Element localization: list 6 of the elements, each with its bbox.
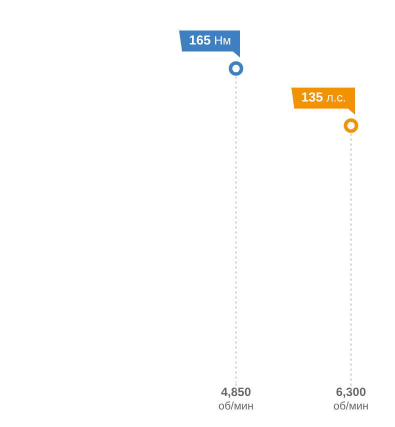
category-label: 6,300 bbox=[336, 385, 366, 400]
category-label: 4,850 bbox=[220, 385, 252, 400]
text: об/мин bbox=[333, 400, 369, 413]
data-label: 165 Нм bbox=[189, 32, 231, 48]
text: об/мин bbox=[218, 400, 254, 413]
data-label: 135 л.с. bbox=[301, 90, 346, 105]
